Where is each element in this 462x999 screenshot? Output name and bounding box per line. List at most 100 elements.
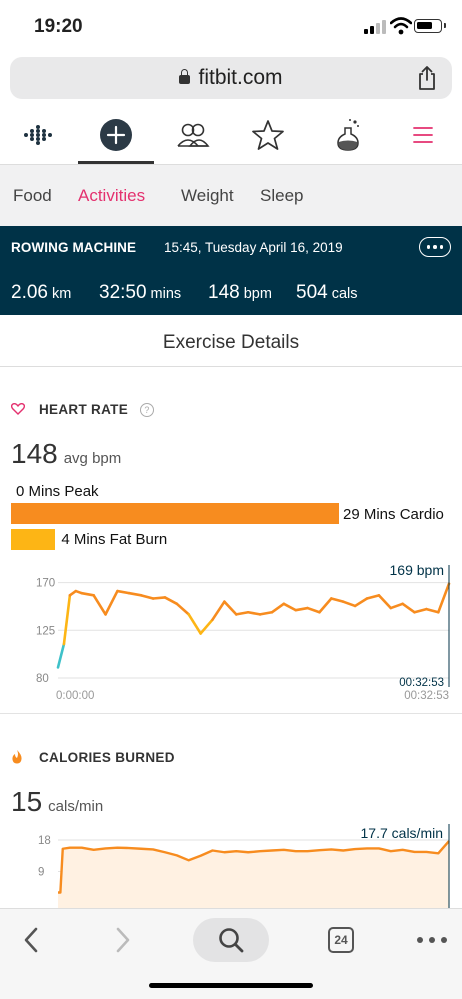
heart-icon xyxy=(10,402,26,415)
heart-rate-line-segment xyxy=(104,589,119,616)
calories-line xyxy=(58,840,450,894)
tab-food[interactable]: Food xyxy=(13,186,52,205)
cellular-signal-icon xyxy=(364,20,386,34)
search-button[interactable] xyxy=(193,918,269,962)
address-bar[interactable]: fitbit.com xyxy=(10,57,452,99)
heart-rate-chart[interactable]: 170 125 80 169 bpm 00:32:53 0:00:00 00:32:53 xyxy=(0,555,462,705)
calories-rate: 15 cals/min xyxy=(11,786,104,817)
search-icon xyxy=(219,928,244,953)
y-tick-label: 125 xyxy=(36,625,55,637)
menu-hamburger-icon[interactable] xyxy=(406,118,440,152)
heart-rate-line-segment xyxy=(306,606,321,614)
tab-activities[interactable]: Activities xyxy=(78,186,146,205)
active-nav-indicator xyxy=(78,161,154,164)
y-tick-label: 170 xyxy=(36,578,55,590)
heart-rate-line-segment xyxy=(294,606,309,612)
heart-rate-header: HEART RATE? xyxy=(10,402,154,417)
heart-rate-line-segment xyxy=(175,602,191,616)
stat-calories: 504 cals xyxy=(296,282,358,303)
cursor-value-label: 17.7 cals/min xyxy=(361,825,443,841)
heart-rate-line-segment xyxy=(437,582,451,614)
heart-rate-line-segment xyxy=(62,594,72,646)
calories-chart[interactable]: 18 9 17.7 cals/min xyxy=(0,820,462,908)
zone-fat-burn-label: 4 Mins Fat Burn xyxy=(61,531,168,548)
forward-icon[interactable] xyxy=(106,918,140,962)
y-tick-label: 18 xyxy=(38,835,51,847)
labs-flask-icon[interactable] xyxy=(330,118,366,152)
heart-rate-line-segment xyxy=(139,594,155,600)
zone-peak-label: 0 Mins Peak xyxy=(16,483,99,500)
sub-tabs: Food Activities Weight Sleep xyxy=(0,164,462,226)
heart-rate-line-segment xyxy=(413,607,428,614)
flame-icon xyxy=(12,750,22,764)
wifi-icon xyxy=(390,17,412,35)
zone-cardio-label: 29 Mins Cardio xyxy=(343,506,444,523)
section-divider xyxy=(0,713,462,714)
zone-fat-burn-bar xyxy=(11,529,56,550)
activity-datetime: 15:45, Tuesday April 16, 2019 xyxy=(164,240,343,255)
fitbit-logo-icon[interactable] xyxy=(20,118,58,152)
share-icon[interactable] xyxy=(416,65,438,91)
back-icon[interactable] xyxy=(14,918,48,962)
battery-icon xyxy=(414,19,446,33)
heart-rate-line-segment xyxy=(199,618,214,635)
stat-heart-rate: 148 bpm xyxy=(208,282,272,303)
heart-rate-line-segment xyxy=(425,607,440,614)
heart-rate-line-segment xyxy=(270,602,286,614)
heart-rate-line-segment xyxy=(330,597,345,603)
heart-rate-line-segment xyxy=(353,597,369,608)
stat-duration: 32:50 mins xyxy=(99,282,182,303)
calories-area-fill xyxy=(58,841,449,908)
stat-distance: 2.06 km xyxy=(11,282,72,303)
heart-rate-line-segment xyxy=(365,594,381,600)
status-time: 19:20 xyxy=(34,16,83,37)
heart-rate-line-segment xyxy=(377,594,393,610)
cursor-time-label: 00:32:53 xyxy=(399,677,444,689)
home-indicator xyxy=(149,983,313,988)
tabs-count: 24 xyxy=(328,927,354,953)
heart-rate-line-segment xyxy=(56,642,66,669)
activity-title: ROWING MACHINE xyxy=(11,240,137,255)
heart-rate-line-segment xyxy=(318,597,333,614)
exercise-details-title: Exercise Details xyxy=(0,315,462,367)
tab-sleep[interactable]: Sleep xyxy=(260,186,304,205)
lock-icon xyxy=(179,69,191,84)
x-tick-label: 0:00:00 xyxy=(56,690,94,702)
challenges-star-icon[interactable] xyxy=(250,118,286,152)
cursor-value-label: 169 bpm xyxy=(390,562,444,578)
more-icon[interactable] xyxy=(414,918,450,962)
heart-rate-line-segment xyxy=(401,602,416,614)
heart-rate-line-segment xyxy=(258,610,274,616)
heart-rate-line-segment xyxy=(341,600,357,608)
avg-heart-rate: 148 avg bpm xyxy=(11,438,122,469)
heart-rate-line-segment xyxy=(92,594,107,616)
zone-cardio-bar xyxy=(11,503,339,524)
browser-toolbar: 24 xyxy=(0,908,462,999)
heart-rate-line-segment xyxy=(163,596,179,606)
help-icon[interactable]: ? xyxy=(140,403,154,417)
y-tick-label: 80 xyxy=(36,673,49,685)
app-nav xyxy=(0,106,462,164)
y-tick-label: 9 xyxy=(38,867,44,879)
friends-icon[interactable] xyxy=(174,118,212,152)
heart-rate-line-segment xyxy=(151,596,167,600)
more-options-button[interactable] xyxy=(419,237,451,257)
tabs-button[interactable]: 24 xyxy=(324,918,358,962)
calories-header: CALORIES BURNED xyxy=(11,750,175,765)
url-text: fitbit.com xyxy=(198,66,283,89)
tab-weight[interactable]: Weight xyxy=(181,186,234,205)
heart-rate-line-segment xyxy=(234,610,250,616)
heart-rate-line-segment xyxy=(128,591,143,597)
heart-rate-line-segment xyxy=(223,600,238,616)
heart-rate-line-segment xyxy=(282,602,297,612)
heart-rate-line-segment xyxy=(211,600,226,621)
heart-rate-line-segment xyxy=(80,591,95,597)
heart-rate-line-segment xyxy=(187,613,202,635)
status-bar: 19:20 xyxy=(0,0,462,52)
heart-rate-line-segment xyxy=(116,589,131,595)
heart-rate-line-segment xyxy=(389,602,404,610)
activity-banner: ROWING MACHINE 15:45, Tuesday April 16, … xyxy=(0,226,462,315)
heart-rate-line-segment xyxy=(246,610,262,616)
x-tick-label: 00:32:53 xyxy=(404,690,449,702)
add-log-icon[interactable] xyxy=(98,118,134,152)
